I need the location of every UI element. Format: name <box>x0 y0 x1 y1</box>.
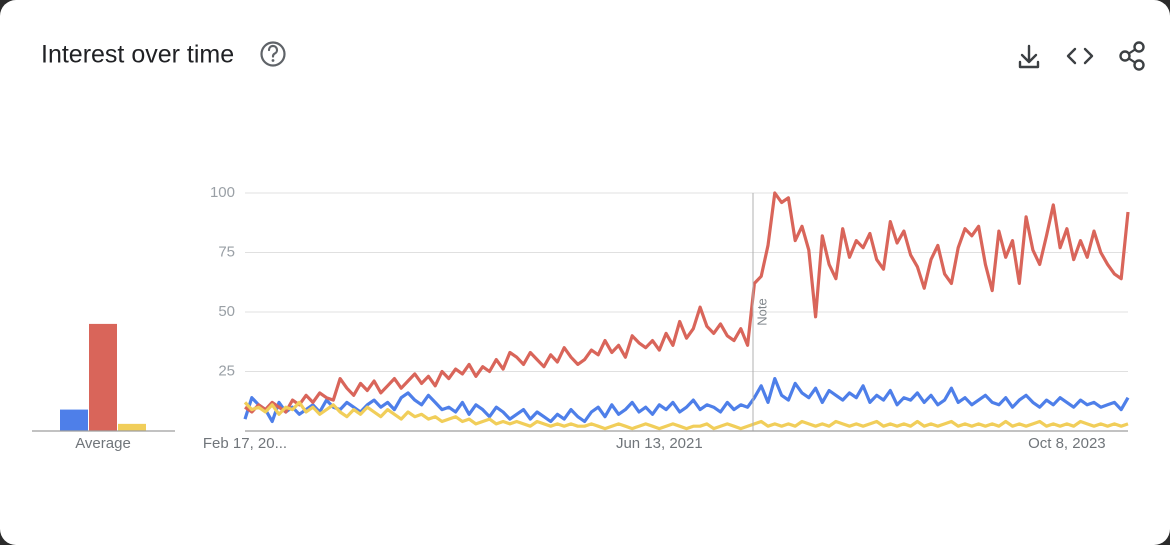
x-tick-label: Feb 17, 20... <box>203 435 287 452</box>
help-icon[interactable] <box>260 41 286 67</box>
average-bar <box>118 423 146 431</box>
series-line <box>243 377 1130 424</box>
series-line <box>244 191 1130 414</box>
y-tick-label: 25 <box>218 362 235 379</box>
embed-icon[interactable] <box>1066 47 1094 65</box>
y-tick-label: 50 <box>218 303 235 320</box>
series-line <box>243 400 1129 431</box>
card-title: Interest over time <box>41 41 234 69</box>
share-icon[interactable] <box>1119 41 1145 71</box>
download-icon[interactable] <box>1018 44 1040 69</box>
average-label: Average <box>75 435 131 452</box>
y-tick-label: 75 <box>218 243 235 260</box>
y-tick-label: 100 <box>210 184 235 201</box>
x-tick-label: Oct 8, 2023 <box>1028 435 1106 452</box>
note-label: Note <box>754 298 769 325</box>
average-bar <box>60 409 88 431</box>
plot: 25 50 75 100 Feb 17, 20... Jun 13, 2021 Oct 8,… <box>60 184 1130 452</box>
average-bar <box>89 323 117 431</box>
x-tick-label: Jun 13, 2021 <box>616 435 703 452</box>
